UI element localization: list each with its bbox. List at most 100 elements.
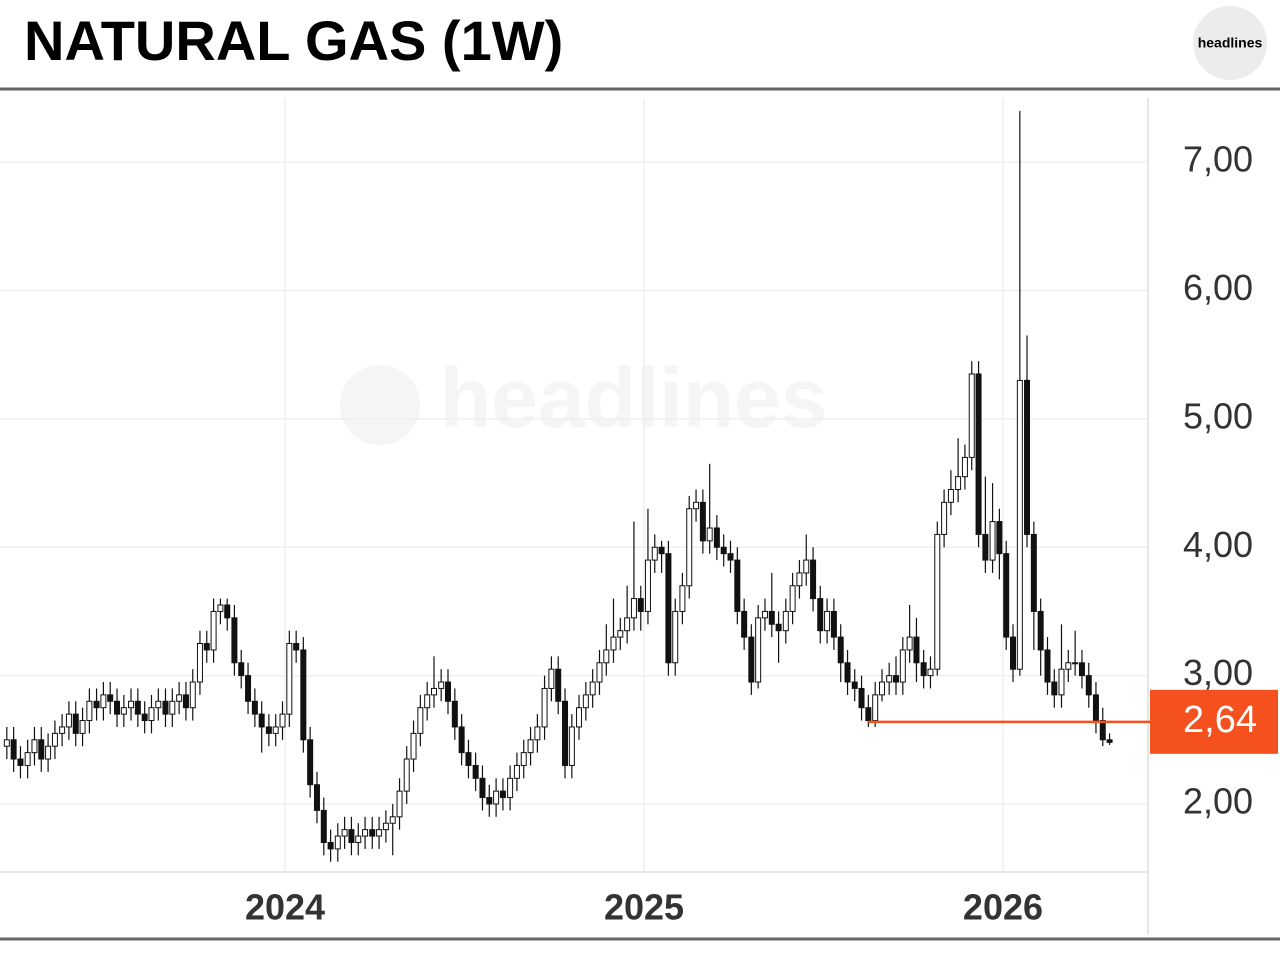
candle-body	[417, 707, 424, 734]
candle-body	[651, 546, 658, 561]
y-tick-label: 6,00	[1183, 267, 1253, 308]
candle-body	[231, 617, 238, 664]
watermark-icon	[340, 365, 420, 445]
candle-body	[258, 713, 265, 728]
candle-body	[872, 694, 879, 722]
candle-body	[445, 681, 451, 702]
candle-body	[493, 790, 500, 805]
candle-body	[672, 610, 679, 664]
candle-body	[596, 662, 603, 683]
candle-body	[541, 687, 548, 728]
candle-body	[934, 533, 941, 670]
y-tick-label: 3,00	[1183, 652, 1253, 693]
candle-body	[389, 816, 396, 824]
candle-body	[989, 521, 996, 561]
candle-body	[100, 694, 107, 709]
candle-body	[79, 720, 86, 734]
candle-body	[114, 700, 121, 715]
candle-body	[169, 700, 176, 715]
candle-body	[341, 829, 348, 837]
candle-body	[810, 559, 817, 600]
candle-body	[369, 829, 376, 837]
candle-body	[31, 739, 38, 754]
candle-body	[307, 739, 314, 786]
candle-body	[603, 649, 610, 664]
candle-body	[637, 598, 644, 612]
candle-body	[376, 829, 383, 837]
y-tick-label: 7,00	[1183, 139, 1253, 180]
candle-body	[93, 700, 100, 709]
candle-body	[17, 758, 24, 766]
candle-body	[1010, 636, 1017, 670]
candle-body	[920, 662, 927, 677]
candle-body	[617, 630, 624, 638]
candle-body	[217, 604, 224, 612]
candle-body	[107, 694, 114, 702]
candle-body	[1078, 662, 1085, 677]
candle-body	[513, 764, 520, 779]
candle-body	[824, 610, 831, 632]
candle-body	[562, 700, 569, 766]
candle-body	[789, 585, 796, 612]
candle-body	[996, 521, 1003, 555]
candle-body	[520, 752, 527, 766]
candle-body	[155, 700, 162, 709]
candle-body	[975, 373, 982, 535]
candle-body	[844, 662, 851, 683]
candle-body	[51, 732, 58, 747]
candle-body	[334, 835, 341, 850]
candle-body	[176, 694, 183, 702]
candle-body	[851, 681, 858, 689]
candle-body	[431, 687, 437, 696]
candle-body	[300, 649, 307, 741]
candle-body	[355, 835, 362, 843]
candle-body	[148, 707, 155, 722]
candle-body	[913, 636, 920, 664]
candle-body	[761, 610, 768, 619]
candle-body	[210, 610, 217, 651]
candle-body	[796, 572, 803, 587]
candle-body	[927, 668, 934, 677]
candle-body	[941, 501, 948, 535]
candle-body	[961, 456, 968, 478]
candle-body	[803, 559, 810, 574]
candle-body	[238, 662, 245, 677]
candle-body	[59, 726, 66, 734]
candle-body	[196, 643, 203, 683]
candle-body	[782, 610, 789, 632]
candle-body	[1003, 553, 1010, 638]
candle-body	[906, 636, 913, 651]
candle-body	[865, 707, 872, 722]
candle-body	[713, 527, 720, 548]
candle-body	[982, 533, 989, 561]
candle-body	[403, 758, 410, 792]
candle-body	[279, 713, 286, 728]
candle-body	[507, 777, 514, 799]
candle-body	[548, 668, 555, 689]
candle-body	[134, 700, 141, 715]
candle-body	[858, 687, 865, 709]
candle-body	[624, 617, 631, 632]
candle-body	[665, 553, 672, 664]
candle-body	[86, 700, 93, 722]
y-tick-label: 4,00	[1183, 524, 1253, 565]
candle-body	[699, 501, 706, 542]
candle-body	[472, 764, 479, 779]
x-tick-label: 2026	[963, 887, 1043, 928]
candle-body	[1024, 379, 1031, 535]
candle-body	[568, 726, 575, 766]
candle-body	[755, 617, 762, 683]
candle-body	[644, 559, 651, 612]
candle-body	[313, 784, 320, 811]
candle-body	[693, 501, 700, 510]
price-label-box	[1150, 689, 1278, 754]
candle-body	[162, 700, 169, 715]
candle-body	[465, 752, 472, 766]
candle-body	[1030, 533, 1037, 612]
candle-body	[451, 700, 458, 728]
candle-body	[251, 700, 258, 715]
candle-body	[120, 707, 127, 715]
price-label: 2,64	[1183, 699, 1257, 741]
candle-body	[886, 675, 893, 683]
